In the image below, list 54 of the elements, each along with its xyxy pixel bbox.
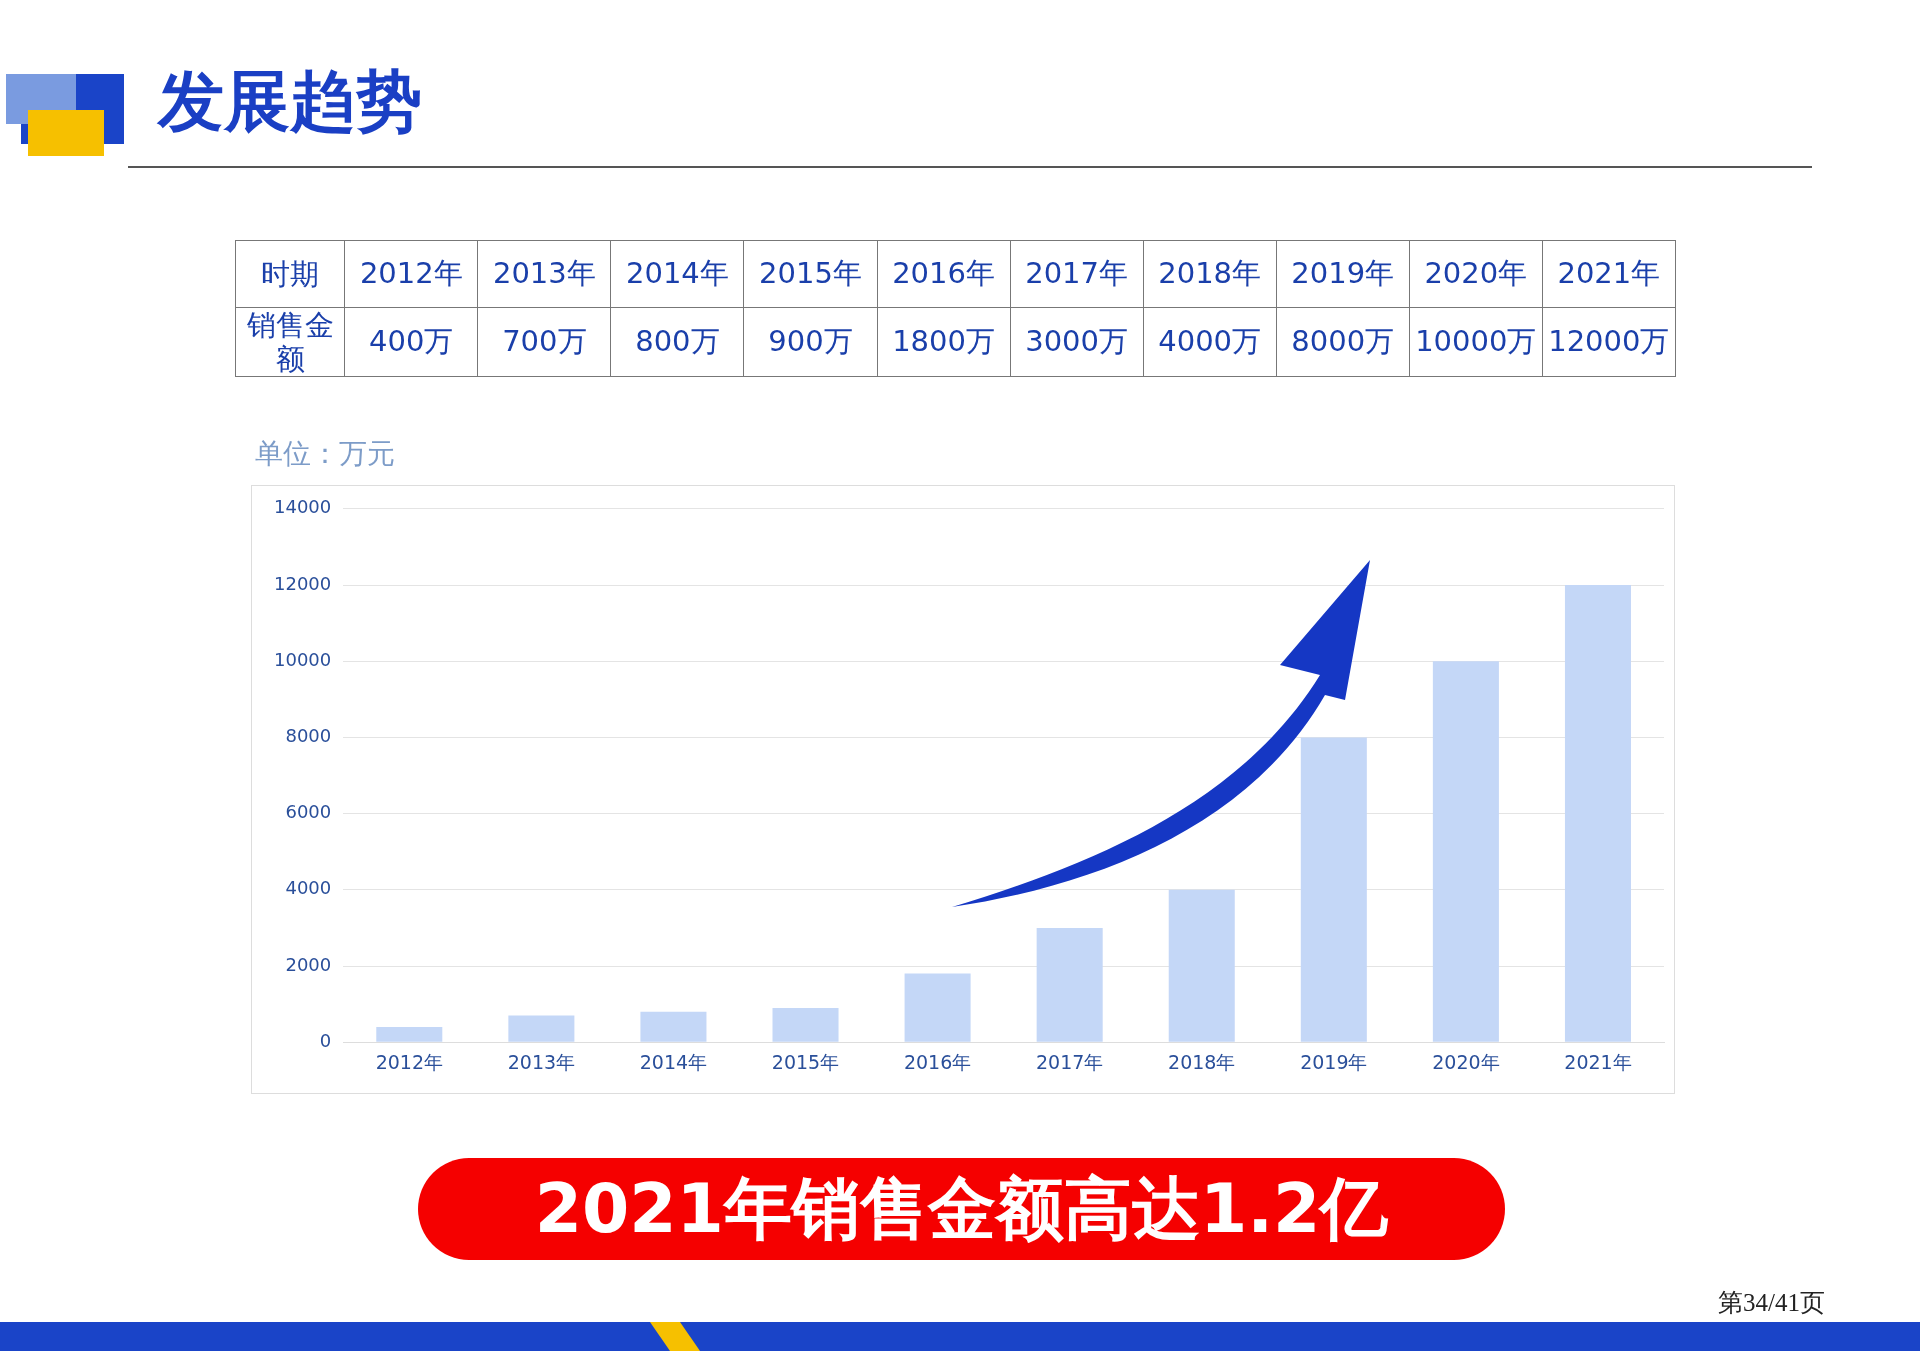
- data-label: 400万: [344, 307, 478, 377]
- y-tick-label: 6000: [285, 801, 332, 823]
- category-label: 2017年: [1025, 256, 1128, 290]
- bar: [1564, 585, 1631, 1042]
- data-label: 1800万: [877, 307, 1011, 377]
- data-label: 10000万: [1409, 307, 1543, 377]
- x-tick-label: 2013年: [507, 1050, 576, 1073]
- bar: [1036, 927, 1103, 1042]
- x-tick-label: 2019年: [1300, 1050, 1368, 1073]
- data-label: 12000万: [1542, 307, 1676, 377]
- category-label: 2021年: [1557, 256, 1661, 290]
- text: 2021年销售金额高达1.2亿: [418, 1158, 1505, 1260]
- category-label: 2012年: [359, 256, 463, 290]
- category-label: 2013年: [492, 256, 596, 290]
- bar: [1300, 737, 1367, 1042]
- category-label: 2015年: [759, 256, 862, 290]
- bar: [904, 973, 971, 1042]
- y-tick-label: 10000: [274, 648, 332, 670]
- y-tick-label: 2000: [285, 953, 332, 975]
- bar: [1168, 889, 1235, 1042]
- x-tick-label: 2012年: [375, 1050, 443, 1073]
- bar: [376, 1026, 443, 1042]
- x-tick-label: 2014年: [639, 1050, 708, 1073]
- data-label: 3000万: [1010, 307, 1144, 377]
- text: 时期: [235, 240, 345, 308]
- category-label: 2014年: [626, 256, 729, 290]
- chart-title: 发展趋势: [158, 62, 422, 142]
- bar: [772, 1007, 839, 1042]
- data-label: 800万: [610, 307, 744, 377]
- bar: [508, 1015, 575, 1042]
- x-tick-label: 2016年: [903, 1050, 972, 1073]
- x-tick-label: 2018年: [1168, 1050, 1236, 1073]
- text: 销售金额: [235, 307, 345, 377]
- data-label: 8000万: [1276, 307, 1410, 377]
- x-tick-label: 2015年: [771, 1050, 840, 1073]
- y-tick-label: 4000: [285, 877, 332, 899]
- x-tick-label: 2021年: [1564, 1050, 1632, 1073]
- x-tick-label: 2020年: [1432, 1050, 1500, 1073]
- y-tick-label: 8000: [285, 725, 332, 747]
- data-label: 700万: [477, 307, 611, 377]
- category-label: 2020年: [1424, 256, 1528, 290]
- bar: [640, 1011, 707, 1042]
- data-label: 900万: [743, 307, 877, 377]
- text: 第34/41页: [1718, 1288, 1825, 1318]
- category-label: 2016年: [892, 256, 995, 290]
- bar: [1432, 661, 1499, 1042]
- category-label: 2018年: [1158, 256, 1262, 290]
- y-tick-label: 0: [319, 1029, 332, 1051]
- y-tick-label: 12000: [274, 572, 332, 594]
- y-axis-title: 单位：万元: [255, 436, 395, 472]
- category-label: 2019年: [1291, 256, 1395, 290]
- x-tick-label: 2017年: [1035, 1050, 1104, 1073]
- y-tick-label: 14000: [274, 496, 332, 518]
- data-label: 4000万: [1143, 307, 1277, 377]
